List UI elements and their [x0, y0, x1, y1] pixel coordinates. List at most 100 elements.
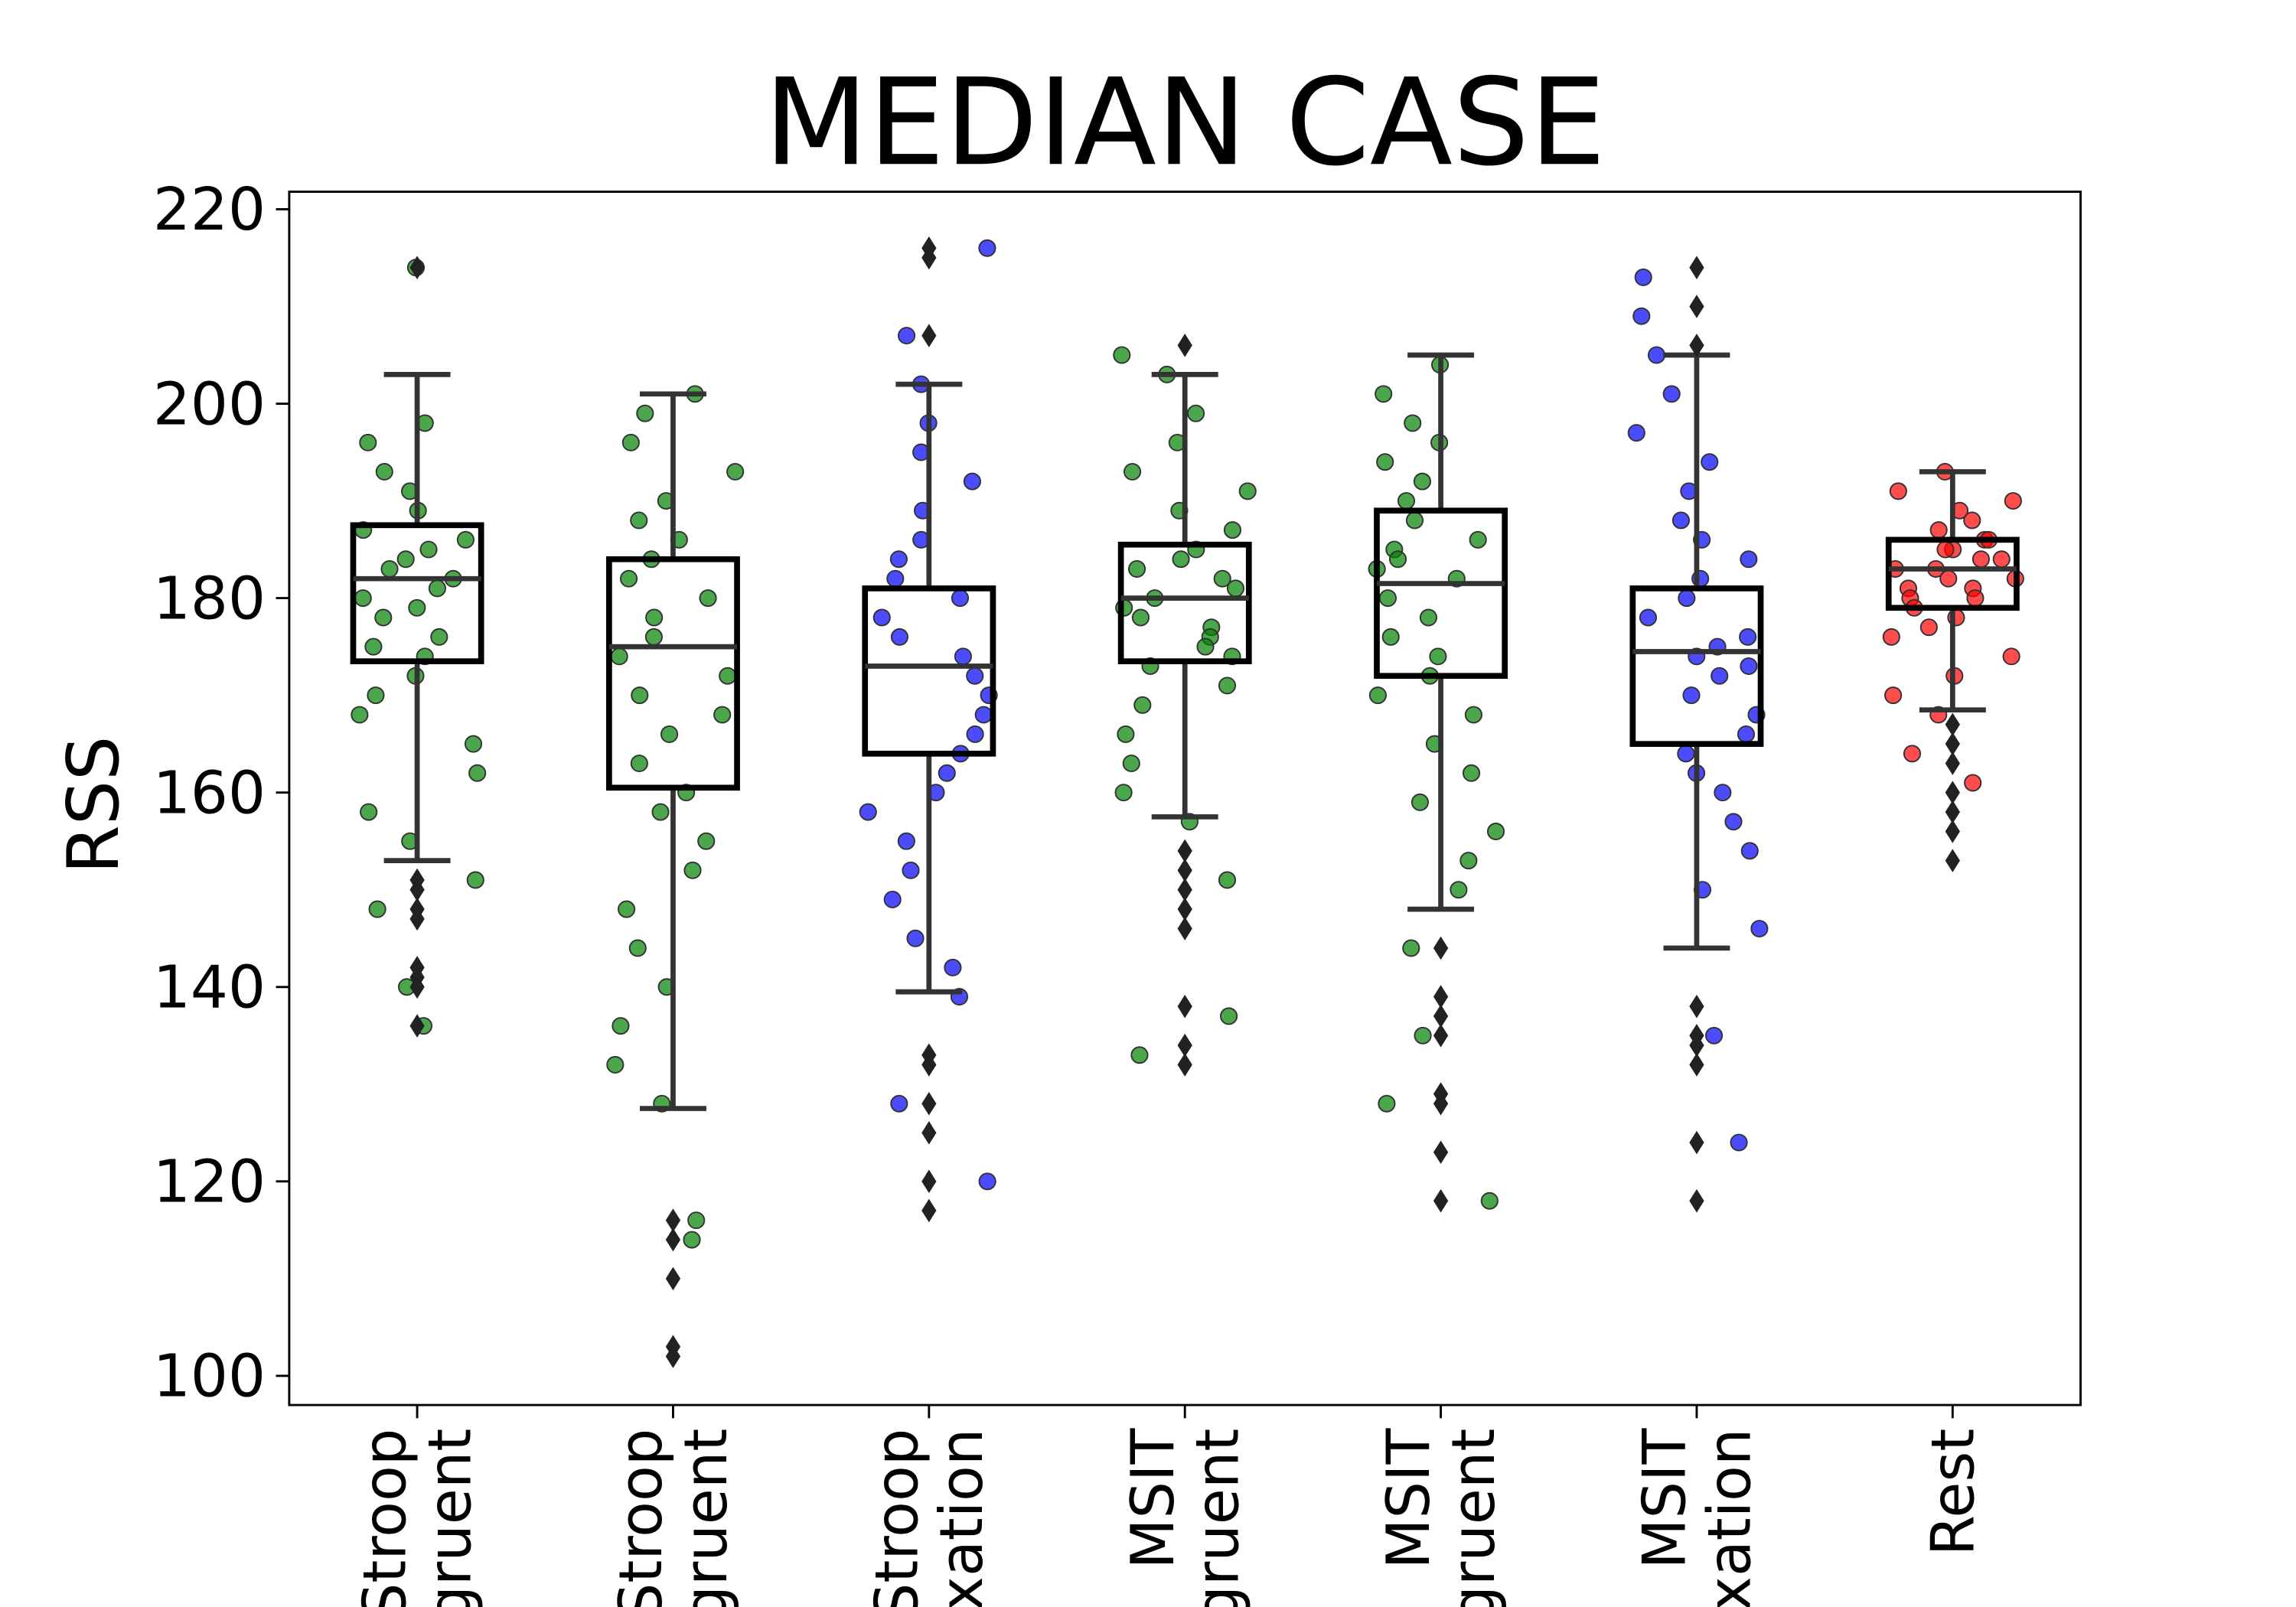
data-point: [1963, 511, 1981, 530]
data-point: [1714, 784, 1732, 802]
data-point: [966, 667, 984, 685]
data-point: [872, 608, 891, 627]
data-point: [1724, 813, 1743, 831]
flier: [1945, 732, 1960, 756]
y-tick-label: 140: [153, 954, 266, 1022]
flier: [1689, 1033, 1704, 1058]
flier: [921, 236, 937, 260]
data-point: [902, 861, 920, 879]
flier: [1433, 1004, 1449, 1028]
data-point: [1238, 482, 1257, 500]
flier: [1433, 1188, 1449, 1213]
box: [1885, 536, 2020, 611]
y-tick-label: 100: [153, 1343, 266, 1411]
data-point: [1459, 852, 1478, 870]
data-point: [466, 871, 484, 889]
data-point: [1966, 589, 1985, 608]
flier: [665, 1345, 681, 1368]
x-tick-label: Rest: [1919, 1429, 1988, 1556]
flier: [921, 1198, 937, 1223]
data-point: [364, 637, 383, 656]
data-point: [687, 1211, 706, 1230]
flier: [921, 1169, 937, 1194]
flier: [1177, 897, 1192, 921]
data-point: [1632, 307, 1651, 325]
data-point: [630, 755, 648, 773]
flier: [665, 1227, 681, 1252]
flier: [1689, 256, 1704, 279]
data-point: [631, 686, 649, 705]
data-point: [883, 890, 902, 908]
data-point: [651, 803, 670, 821]
data-point: [1634, 268, 1652, 286]
data-point: [944, 958, 962, 976]
data-point: [951, 589, 970, 608]
data-point: [966, 725, 984, 743]
data-point: [419, 540, 438, 559]
data-point: [1411, 793, 1430, 811]
data-point: [699, 589, 717, 608]
data-point: [644, 627, 663, 646]
data-point: [963, 472, 981, 491]
data-point: [906, 929, 925, 947]
data-point: [978, 239, 996, 257]
data-point: [1376, 453, 1394, 471]
x-tick-label: Stroop: [608, 1429, 676, 1607]
data-point: [1388, 550, 1407, 569]
data-point: [889, 550, 908, 569]
data-point: [1196, 637, 1215, 656]
x-tick-label: Fixation: [928, 1429, 996, 1607]
data-point: [1486, 823, 1505, 840]
data-point: [1186, 404, 1205, 422]
data-point: [1677, 745, 1695, 763]
data-point: [1919, 618, 1938, 637]
flier: [1433, 936, 1449, 960]
data-point: [683, 861, 702, 879]
data-point: [897, 327, 916, 345]
chart-title: MEDIAN CASE: [764, 54, 1606, 193]
flier: [1177, 1033, 1192, 1058]
data-point: [1992, 550, 2011, 569]
flier: [1689, 1053, 1704, 1077]
data-point: [375, 462, 393, 481]
x-tick-label: MSIT: [1375, 1428, 1443, 1570]
data-point: [897, 832, 915, 850]
data-point: [1627, 424, 1645, 442]
data-point: [630, 511, 648, 530]
data-point: [1462, 764, 1481, 782]
y-axis-label: RSS: [52, 736, 135, 874]
flier: [921, 324, 937, 347]
data-point: [1130, 1046, 1149, 1064]
flier: [921, 1091, 937, 1116]
y-tick-label: 200: [153, 371, 266, 439]
data-point: [1884, 686, 1903, 705]
data-point: [938, 764, 956, 782]
flier: [1689, 295, 1704, 318]
data-point: [713, 706, 732, 724]
x-tick-label: MSIT: [1631, 1428, 1699, 1570]
data-point: [368, 900, 386, 918]
x-tick-label: Congruent: [1184, 1429, 1252, 1607]
x-tick-label: Stroop: [351, 1429, 419, 1607]
data-point: [1469, 530, 1487, 549]
data-point: [428, 579, 446, 598]
flier: [1689, 1188, 1704, 1213]
data-point: [1397, 492, 1416, 510]
data-point: [1662, 385, 1681, 403]
flier: [409, 1014, 425, 1038]
data-point: [367, 686, 385, 705]
data-point: [2004, 492, 2022, 510]
flier: [1177, 839, 1192, 863]
data-point: [430, 627, 448, 646]
data-point: [1739, 627, 1757, 646]
data-point: [1172, 550, 1190, 569]
flier: [1945, 781, 1960, 804]
flier: [1177, 859, 1192, 882]
data-point: [1405, 511, 1424, 530]
flier: [1433, 985, 1449, 1009]
data-point: [1131, 608, 1150, 627]
data-point: [1122, 755, 1140, 773]
data-point: [1218, 676, 1237, 695]
flier: [1177, 333, 1192, 357]
data-point: [890, 627, 909, 646]
